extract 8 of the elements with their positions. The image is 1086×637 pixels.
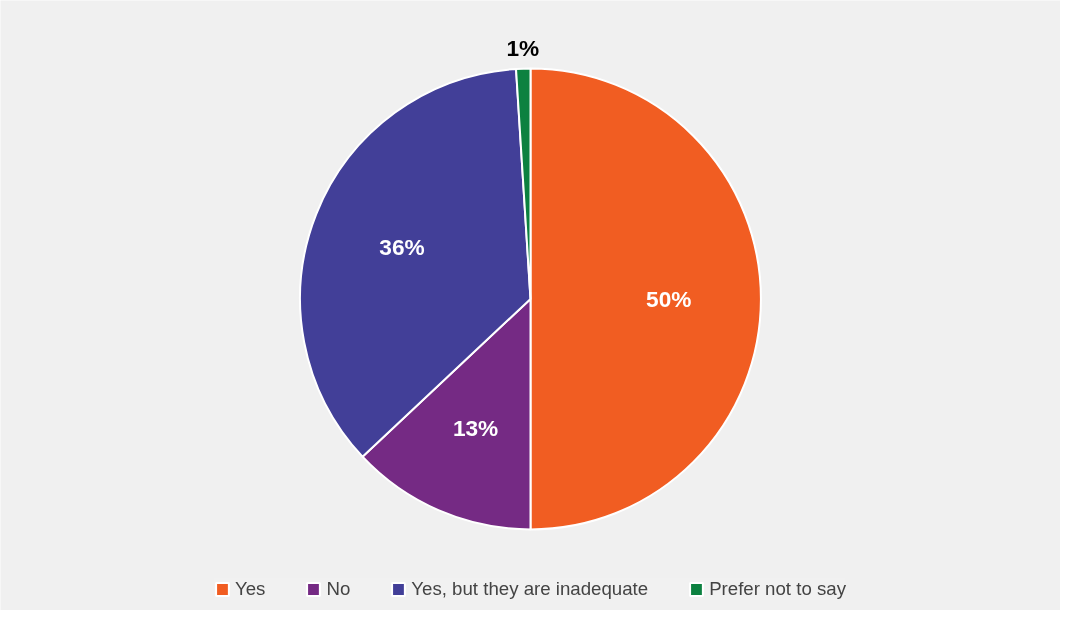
data-label: 13% bbox=[452, 414, 499, 441]
legend-label: Yes bbox=[234, 578, 266, 600]
data-label: 50% bbox=[646, 285, 692, 312]
legend-label: Prefer not to say bbox=[709, 578, 847, 600]
legend-label: Yes, but they are inadequate bbox=[411, 578, 649, 600]
legend-label: No bbox=[326, 578, 351, 600]
data-label: 1% bbox=[506, 35, 540, 62]
data-label: 36% bbox=[379, 234, 425, 261]
